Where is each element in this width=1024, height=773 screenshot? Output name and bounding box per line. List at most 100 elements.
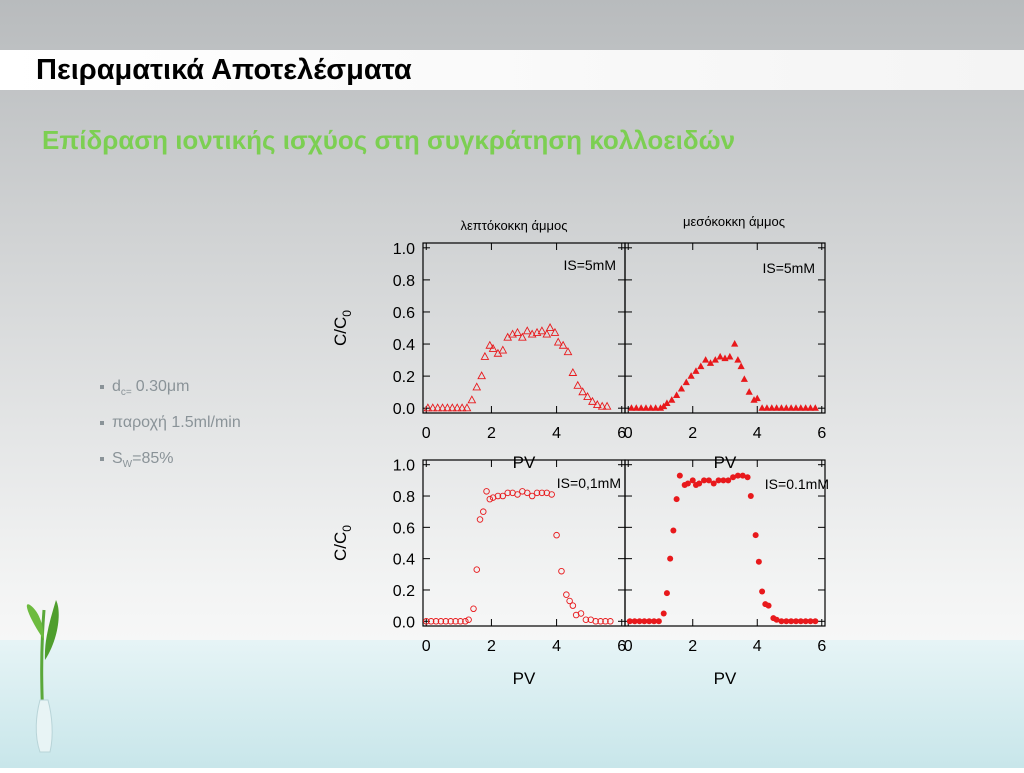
plot-frame [624, 242, 826, 414]
bullet-main: d [112, 378, 121, 395]
data-point [673, 496, 680, 503]
data-point [607, 618, 614, 625]
data-point [670, 527, 677, 534]
data-point [427, 618, 435, 625]
data-point [537, 326, 547, 335]
data-point [740, 375, 748, 382]
data-point [499, 492, 507, 500]
data-point [632, 404, 640, 411]
data-point [467, 395, 477, 404]
y-tick-label: 0.6 [393, 305, 415, 322]
data-point [566, 597, 573, 605]
data-point [457, 403, 467, 412]
data-point [763, 404, 771, 411]
bullet-subscript: W [123, 459, 133, 470]
data-point [597, 401, 607, 410]
slide-subtitle: Επίδραση ιοντικής ισχύος στη συγκράτηση … [42, 125, 735, 155]
chart-panel: 0.0 0.2 0.4 0.6 0.8 1.0 0 2 4 6 λεπτόκοκκη άμμος IS… [331, 218, 626, 472]
x-tick-label: 6 [617, 425, 626, 442]
y-tick-label: 0.8 [393, 273, 415, 290]
data-point [588, 396, 597, 405]
data-point [734, 356, 742, 363]
data-point [692, 367, 700, 374]
data-point [702, 356, 710, 363]
data-point [514, 491, 521, 498]
bullet-main: S [112, 450, 123, 467]
data-point [443, 403, 452, 412]
data-point [812, 618, 819, 625]
data-point [701, 477, 708, 484]
data-point [602, 618, 609, 625]
data-point [524, 489, 531, 497]
water-band [0, 640, 1024, 768]
data-point [715, 477, 722, 484]
data-point [452, 403, 462, 412]
data-point [652, 404, 660, 411]
data-point [726, 352, 734, 360]
data-point [462, 403, 472, 412]
data-point [687, 372, 695, 379]
data-point [706, 359, 715, 366]
data-point [568, 367, 578, 376]
bullet-text: dc= 0.30μm [112, 378, 189, 398]
data-point [663, 590, 670, 597]
data-point [711, 356, 719, 363]
bullet-marker [100, 421, 104, 425]
data-point [582, 616, 590, 623]
bullet-marker [100, 457, 104, 461]
data-point [752, 532, 759, 539]
data-point [745, 388, 753, 395]
data-point [522, 326, 532, 335]
data-point [553, 531, 560, 539]
data-point [720, 477, 727, 484]
bullet-marker [100, 385, 104, 389]
data-point [787, 404, 795, 411]
x-tick-label: 6 [817, 638, 826, 655]
data-point [697, 362, 705, 370]
data-point [504, 489, 511, 497]
x-tick-label: 4 [552, 425, 561, 442]
bullet-text: SW=85% [112, 450, 174, 470]
data-point [725, 477, 732, 484]
plant-decoration [26, 600, 59, 753]
data-point [689, 477, 696, 484]
y-tick-label: 0.4 [393, 552, 415, 569]
data-point [797, 404, 805, 411]
data-point [569, 602, 577, 609]
y-axis-label-main: C/C [331, 317, 350, 346]
data-point [545, 323, 555, 332]
data-point [684, 480, 691, 487]
x-tick-label: 0 [624, 425, 633, 442]
data-point [447, 403, 457, 412]
data-point [747, 493, 754, 500]
data-point [626, 618, 633, 625]
y-tick-label: 1.0 [393, 241, 415, 258]
y-tick-label: 0.0 [393, 401, 415, 418]
data-point [442, 618, 450, 625]
x-tick-label: 4 [552, 638, 561, 655]
data-point [592, 618, 599, 625]
x-tick-label: 0 [422, 638, 431, 655]
data-point [542, 329, 552, 338]
data-point [792, 618, 799, 625]
data-point [759, 588, 766, 595]
data-point [641, 618, 648, 625]
data-point [480, 351, 490, 360]
data-point [783, 618, 790, 625]
x-tick-label: 6 [617, 638, 626, 655]
data-point [739, 472, 746, 479]
data-point [765, 602, 772, 609]
data-point [473, 566, 481, 573]
data-point [518, 332, 527, 341]
data-point [631, 618, 638, 625]
annotation: IS=0.1mM [765, 476, 829, 492]
y-tick-label: 0.0 [393, 614, 415, 631]
data-point [731, 340, 739, 347]
data-point [538, 489, 546, 497]
data-point [807, 618, 814, 625]
data-point [592, 400, 602, 409]
data-point [498, 345, 508, 354]
y-axis-label-subscript: 0 [340, 525, 354, 532]
data-point [470, 605, 477, 613]
x-tick-label: 2 [688, 425, 697, 442]
